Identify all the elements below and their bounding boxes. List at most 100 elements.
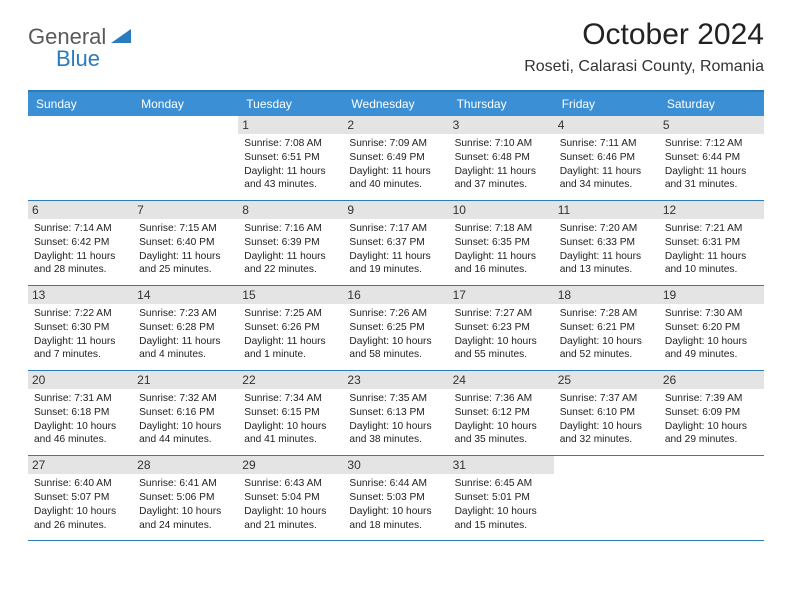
day-info: Sunrise: 7:28 AMSunset: 6:21 PMDaylight:… [560,307,653,362]
day-info: Sunrise: 7:10 AMSunset: 6:48 PMDaylight:… [455,137,548,192]
day-info: Sunrise: 7:16 AMSunset: 6:39 PMDaylight:… [244,222,337,277]
day-cell: 21Sunrise: 7:32 AMSunset: 6:16 PMDayligh… [133,371,238,455]
day-cell: 27Sunrise: 6:40 AMSunset: 5:07 PMDayligh… [28,456,133,540]
day-number: 23 [343,371,448,389]
day-cell: 11 Sunrise: 7:20 AMSunset: 6:33 PMDayligh… [554,201,659,285]
calendar-page: General October 2024 Roseti, Calarasi Co… [0,0,792,559]
day-cell: 8 Sunrise: 7:16 AMSunset: 6:39 PMDaylight… [238,201,343,285]
day-number: 19 [659,286,764,304]
day-info: Sunrise: 7:32 AMSunset: 6:16 PMDaylight:… [139,392,232,447]
day-number: 11 [554,201,659,219]
day-info: Sunrise: 7:31 AMSunset: 6:18 PMDaylight:… [34,392,127,447]
day-number: 5 [659,116,764,134]
day-number: 31 [449,456,554,474]
day-info: Sunrise: 7:17 AMSunset: 6:37 PMDaylight:… [349,222,442,277]
day-cell: 2 Sunrise: 7:09 AMSunset: 6:49 PMDaylight… [343,116,448,200]
weekday-header-friday: Friday [554,92,659,116]
weekday-header-wednesday: Wednesday [343,92,448,116]
day-number: 30 [343,456,448,474]
day-info: Sunrise: 7:08 AMSunset: 6:51 PMDaylight:… [244,137,337,192]
day-number: 17 [449,286,554,304]
day-cell: 28Sunrise: 6:41 AMSunset: 5:06 PMDayligh… [133,456,238,540]
day-number: 10 [449,201,554,219]
day-cell: 14Sunrise: 7:23 AMSunset: 6:28 PMDayligh… [133,286,238,370]
day-cell: 26Sunrise: 7:39 AMSunset: 6:09 PMDayligh… [659,371,764,455]
day-cell: 24 Sunrise: 7:36 AMSunset: 6:12 PMDayligh… [449,371,554,455]
calendar-weeks: 1 Sunrise: 7:08 AMSunset: 6:51 PMDaylight… [28,116,764,541]
day-cell: 3Sunrise: 7:10 AMSunset: 6:48 PMDaylight… [449,116,554,200]
empty-cell [28,116,133,200]
weekday-header-tuesday: Tuesday [238,92,343,116]
logo-text-blue: Blue [56,46,100,71]
empty-cell [554,456,659,540]
day-info: Sunrise: 7:09 AMSunset: 6:49 PMDaylight:… [349,137,442,192]
week-row: 13 Sunrise: 7:22 AMSunset: 6:30 PMDayligh… [28,286,764,371]
day-cell: 1 Sunrise: 7:08 AMSunset: 6:51 PMDaylight… [238,116,343,200]
day-number: 15 [238,286,343,304]
day-info: Sunrise: 7:37 AMSunset: 6:10 PMDaylight:… [560,392,653,447]
day-number: 22 [238,371,343,389]
day-info: Sunrise: 6:40 AMSunset: 5:07 PMDaylight:… [34,477,127,532]
day-cell: 6 Sunrise: 7:14 AMSunset: 6:42 PMDaylight… [28,201,133,285]
empty-cell [133,116,238,200]
day-cell: 5 Sunrise: 7:12 AMSunset: 6:44 PMDaylight… [659,116,764,200]
day-cell: 29 Sunrise: 6:43 AMSunset: 5:04 PMDayligh… [238,456,343,540]
day-info: Sunrise: 7:14 AMSunset: 6:42 PMDaylight:… [34,222,127,277]
day-number: 2 [343,116,448,134]
day-number: 1 [238,116,343,134]
day-info: Sunrise: 6:45 AMSunset: 5:01 PMDaylight:… [455,477,548,532]
day-cell: 30 Sunrise: 6:44 AMSunset: 5:03 PMDayligh… [343,456,448,540]
day-info: Sunrise: 7:34 AMSunset: 6:15 PMDaylight:… [244,392,337,447]
day-info: Sunrise: 7:36 AMSunset: 6:12 PMDaylight:… [455,392,548,447]
day-info: Sunrise: 7:22 AMSunset: 6:30 PMDaylight:… [34,307,127,362]
day-info: Sunrise: 7:30 AMSunset: 6:20 PMDaylight:… [665,307,758,362]
day-cell: 31 Sunrise: 6:45 AMSunset: 5:01 PMDayligh… [449,456,554,540]
day-cell: 15Sunrise: 7:25 AMSunset: 6:26 PMDayligh… [238,286,343,370]
day-info: Sunrise: 7:20 AMSunset: 6:33 PMDaylight:… [560,222,653,277]
day-number: 8 [238,201,343,219]
day-info: Sunrise: 6:44 AMSunset: 5:03 PMDaylight:… [349,477,442,532]
week-row: 1 Sunrise: 7:08 AMSunset: 6:51 PMDaylight… [28,116,764,201]
calendar-grid: SundayMondayTuesdayWednesdayThursdayFrid… [28,90,764,541]
day-number: 18 [554,286,659,304]
day-cell: 20Sunrise: 7:31 AMSunset: 6:18 PMDayligh… [28,371,133,455]
day-info: Sunrise: 7:11 AMSunset: 6:46 PMDaylight:… [560,137,653,192]
logo-triangle-icon [111,27,131,48]
day-cell: 7Sunrise: 7:15 AMSunset: 6:40 PMDaylight… [133,201,238,285]
day-number: 9 [343,201,448,219]
day-number: 29 [238,456,343,474]
day-number: 12 [659,201,764,219]
weekday-header-monday: Monday [133,92,238,116]
title-block: October 2024 Roseti, Calarasi County, Ro… [524,18,764,76]
day-cell: 18 Sunrise: 7:28 AMSunset: 6:21 PMDayligh… [554,286,659,370]
day-cell: 22 Sunrise: 7:34 AMSunset: 6:15 PMDayligh… [238,371,343,455]
day-cell: 23Sunrise: 7:35 AMSunset: 6:13 PMDayligh… [343,371,448,455]
weekday-header-saturday: Saturday [659,92,764,116]
day-cell: 9 Sunrise: 7:17 AMSunset: 6:37 PMDaylight… [343,201,448,285]
week-row: 27Sunrise: 6:40 AMSunset: 5:07 PMDayligh… [28,456,764,541]
day-cell: 10 Sunrise: 7:18 AMSunset: 6:35 PMDayligh… [449,201,554,285]
weekday-header-row: SundayMondayTuesdayWednesdayThursdayFrid… [28,92,764,116]
weekday-header-thursday: Thursday [449,92,554,116]
month-title: October 2024 [524,18,764,52]
day-cell: 4Sunrise: 7:11 AMSunset: 6:46 PMDaylight… [554,116,659,200]
day-info: Sunrise: 7:39 AMSunset: 6:09 PMDaylight:… [665,392,758,447]
day-number: 14 [133,286,238,304]
day-info: Sunrise: 6:41 AMSunset: 5:06 PMDaylight:… [139,477,232,532]
day-cell: 25Sunrise: 7:37 AMSunset: 6:10 PMDayligh… [554,371,659,455]
day-info: Sunrise: 7:12 AMSunset: 6:44 PMDaylight:… [665,137,758,192]
day-cell: 19 Sunrise: 7:30 AMSunset: 6:20 PMDayligh… [659,286,764,370]
day-cell: 17 Sunrise: 7:27 AMSunset: 6:23 PMDayligh… [449,286,554,370]
day-info: Sunrise: 6:43 AMSunset: 5:04 PMDaylight:… [244,477,337,532]
weekday-header-sunday: Sunday [28,92,133,116]
day-info: Sunrise: 7:18 AMSunset: 6:35 PMDaylight:… [455,222,548,277]
day-cell: 13 Sunrise: 7:22 AMSunset: 6:30 PMDayligh… [28,286,133,370]
day-number: 24 [449,371,554,389]
day-number: 6 [28,201,133,219]
day-info: Sunrise: 7:27 AMSunset: 6:23 PMDaylight:… [455,307,548,362]
week-row: 20Sunrise: 7:31 AMSunset: 6:18 PMDayligh… [28,371,764,456]
day-info: Sunrise: 7:26 AMSunset: 6:25 PMDaylight:… [349,307,442,362]
day-cell: 12Sunrise: 7:21 AMSunset: 6:31 PMDayligh… [659,201,764,285]
day-number: 16 [343,286,448,304]
day-number: 13 [28,286,133,304]
